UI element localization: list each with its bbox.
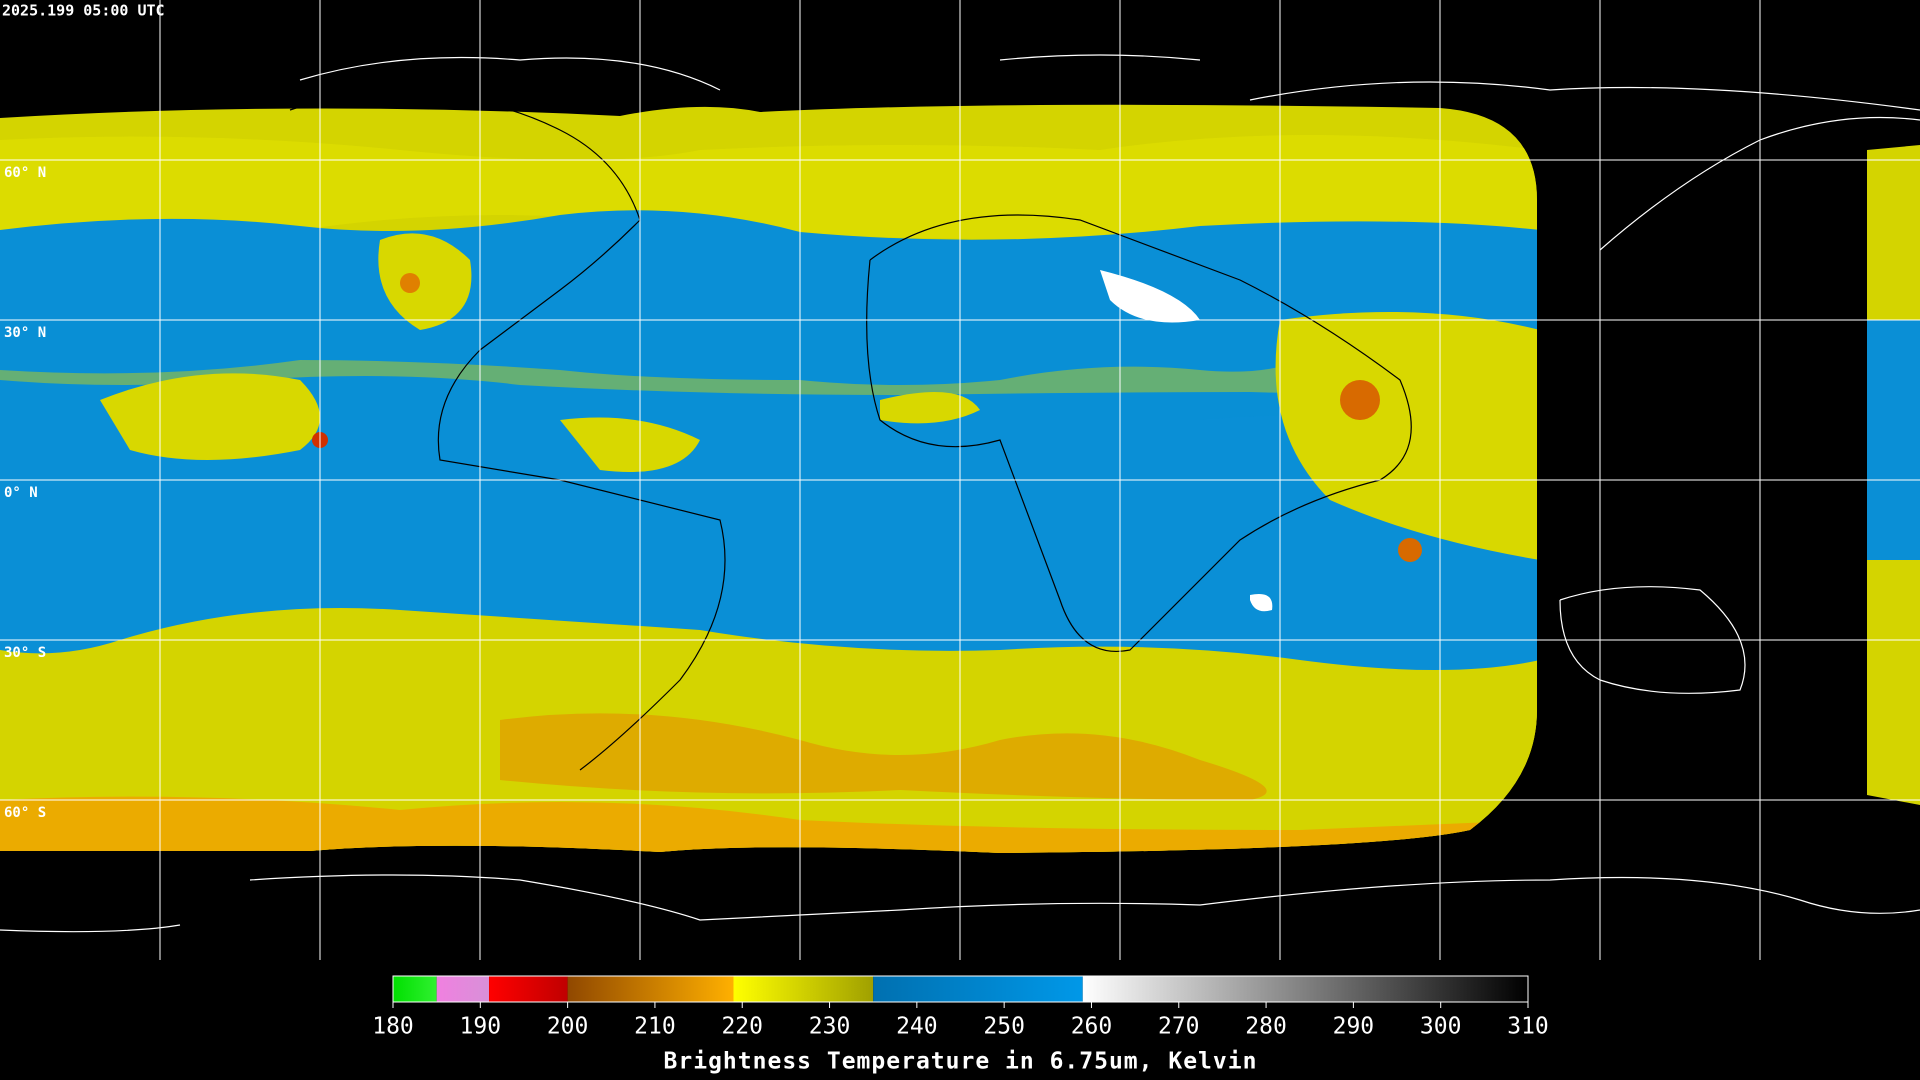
colorbar-frame: [392, 975, 1529, 1003]
colorbar-segment: [393, 976, 437, 1002]
colorbar-title: Brightness Temperature in 6.75um, Kelvin: [664, 1049, 1258, 1075]
colorbar-tick-label: 250: [983, 1014, 1025, 1040]
colorbar-segment: [436, 976, 490, 1002]
colorbar-tick-label: 270: [1158, 1014, 1200, 1040]
colorbar-tick-label: 290: [1333, 1014, 1375, 1040]
colorbar-tick-label: 200: [547, 1014, 589, 1040]
colorbar-segment: [1082, 976, 1528, 1002]
colorbar-tick-label: 240: [896, 1014, 938, 1040]
coastlines: [0, 54, 1920, 933]
colorbar-tick-label: 310: [1507, 1014, 1549, 1040]
colorbar-tick-label: 300: [1420, 1014, 1462, 1040]
latitude-label: 30° N: [4, 325, 46, 341]
colorbar-segment: [567, 976, 734, 1002]
colorbar-tick-label: 230: [809, 1014, 851, 1040]
colorbar-tick-label: 260: [1071, 1014, 1113, 1040]
colorbar: 180 190 200 210 220 230 240 250 260 270 280 290 300 3…: [372, 975, 1549, 1075]
colorbar-tick-label: 210: [634, 1014, 676, 1040]
latitude-label: 0° N: [4, 485, 38, 501]
colorbar-segment: [873, 976, 1083, 1002]
latitude-label: 60° N: [4, 165, 46, 181]
colorbar-segment: [733, 976, 874, 1002]
timestamp: 2025.199 05:00 UTC: [2, 2, 165, 20]
graticule: [0, 0, 1920, 960]
colorbar-tick-label: 190: [460, 1014, 502, 1040]
colorbar-tick-label: 220: [721, 1014, 763, 1040]
latitude-label: 30° S: [4, 645, 46, 661]
map-labels: 2025.199 05:00 UTC 60° N 30° N 0° N 30° S 60°…: [2, 2, 165, 822]
latitude-label: 60° S: [4, 805, 46, 821]
colorbar-tick-label: 280: [1245, 1014, 1287, 1040]
colorbar-segment: [489, 976, 568, 1002]
colorbar-tick-label: 180: [372, 1014, 414, 1040]
